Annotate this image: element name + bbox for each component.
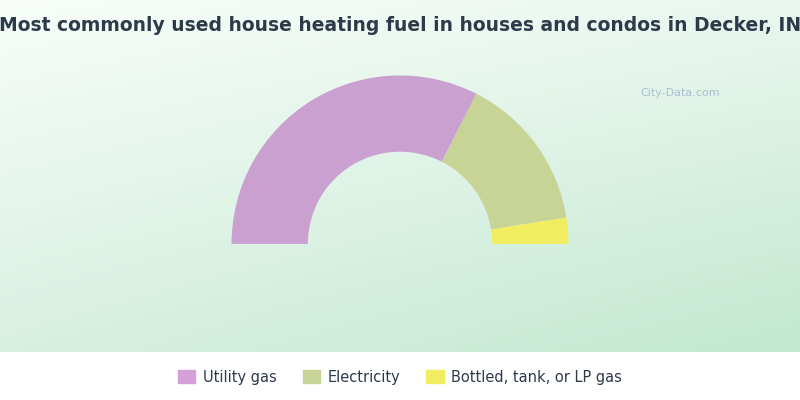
Wedge shape [231,76,477,244]
Text: City-Data.com: City-Data.com [640,88,720,98]
Text: Most commonly used house heating fuel in houses and condos in Decker, IN: Most commonly used house heating fuel in… [0,16,800,35]
Legend: Utility gas, Electricity, Bottled, tank, or LP gas: Utility gas, Electricity, Bottled, tank,… [172,364,628,391]
Wedge shape [442,94,566,230]
Wedge shape [491,218,569,244]
